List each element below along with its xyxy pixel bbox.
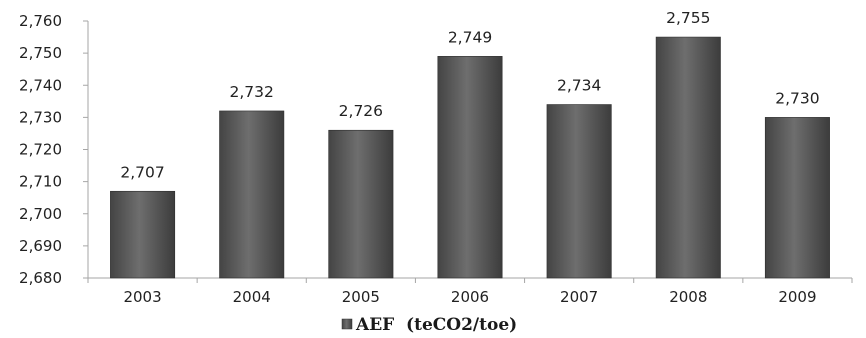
y-tick-label: 2,680: [19, 269, 62, 287]
x-tick-label: 2007: [560, 288, 598, 306]
x-tick-label: 2009: [778, 288, 816, 306]
data-label: 2,707: [120, 163, 164, 181]
bar: [328, 129, 394, 279]
y-axis: 2,680 2,690 2,700 2,710 2,720 2,730 2,740 2,750…: [19, 12, 89, 287]
bar: [764, 117, 830, 279]
y-tick-label: 2,760: [19, 12, 62, 30]
x-tick-label: 2006: [451, 288, 489, 306]
y-tick-label: 2,740: [19, 76, 62, 94]
bar: [655, 36, 721, 279]
bar: [546, 104, 612, 279]
y-tick-label: 2,690: [19, 237, 62, 255]
data-label: 2,755: [666, 9, 710, 27]
data-label: 2,732: [230, 83, 274, 101]
bar: [437, 56, 503, 279]
bars-group: [110, 36, 830, 279]
y-tick-label: 2,710: [19, 173, 62, 191]
x-tick-label: 2003: [123, 288, 161, 306]
data-labels-group: 2,707 2,732 2,726 2,749 2,734 2,755 2,730: [120, 9, 819, 181]
y-tick-label: 2,720: [19, 141, 62, 159]
y-tick-label: 2,700: [19, 205, 62, 223]
legend-label: AEF (teCO2/toe): [355, 315, 517, 335]
x-tick-label: 2005: [342, 288, 380, 306]
bar: [219, 110, 285, 279]
x-tick-label: 2008: [669, 288, 707, 306]
data-label: 2,734: [557, 77, 601, 95]
data-label: 2,726: [339, 102, 383, 120]
data-label: 2,749: [448, 28, 492, 46]
data-label: 2,730: [775, 89, 819, 107]
x-axis: 2003 2004 2005 2006 2007 2008 2009: [87, 277, 853, 306]
y-tick-label: 2,730: [19, 108, 62, 126]
bar: [110, 190, 176, 279]
x-tick-label: 2004: [233, 288, 271, 306]
legend-swatch: [341, 318, 353, 330]
y-tick-label: 2,750: [19, 44, 62, 62]
legend: AEF (teCO2/toe): [341, 315, 517, 335]
